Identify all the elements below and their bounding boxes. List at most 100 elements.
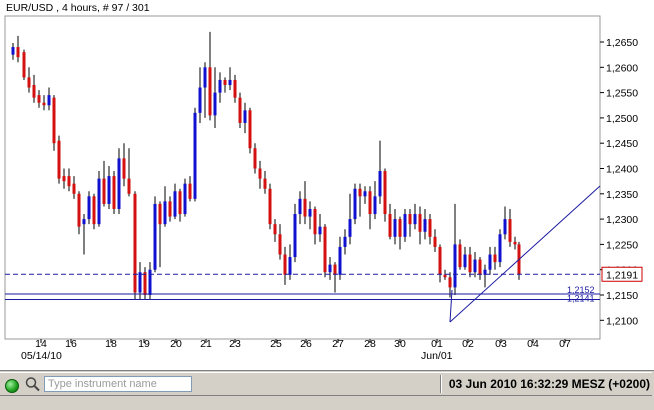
candle-body bbox=[333, 264, 337, 275]
candle-body bbox=[153, 203, 157, 270]
candle-body bbox=[433, 236, 437, 247]
candle-body bbox=[32, 85, 36, 98]
candle-body bbox=[508, 219, 512, 242]
candle-body bbox=[453, 244, 457, 288]
candle-body bbox=[398, 219, 402, 237]
candle-body bbox=[27, 77, 31, 88]
status-bar: 03 Jun 2010 16:32:29 MESZ (+0200) bbox=[0, 372, 654, 410]
candle-body bbox=[368, 191, 372, 215]
price-axis[interactable]: 1,2650 1,2600 1,2550 1,2500 1,2450 1,2400 1,23… bbox=[600, 37, 643, 327]
price-chart[interactable]: EUR/USD , 4 hours, # 97 / 301 1,21521,21… bbox=[0, 0, 654, 370]
candle-body bbox=[388, 214, 392, 237]
price-tick-label: 1,2550 bbox=[606, 88, 638, 100]
candle-body bbox=[87, 196, 91, 220]
candle-body bbox=[62, 176, 66, 182]
candle-body bbox=[288, 257, 292, 275]
status-bar-inner: 03 Jun 2010 16:32:29 MESZ (+0200) bbox=[0, 372, 652, 396]
time-tick-label: 03 bbox=[495, 338, 507, 350]
time-tick-label: 19 bbox=[138, 338, 150, 350]
time-axis[interactable]: 14 16 18 19 20 21 23 25 26 27 28 30 01 02 03 04 07 05/14/… bbox=[21, 338, 571, 362]
time-tick-label: 04 bbox=[527, 338, 539, 350]
candle-body bbox=[97, 178, 101, 225]
time-tick-label: 26 bbox=[300, 338, 312, 350]
current-price-box bbox=[601, 266, 643, 282]
candle-body bbox=[117, 158, 121, 209]
trend-line-stub bbox=[449, 289, 453, 323]
candle-body bbox=[112, 176, 116, 209]
candle-body bbox=[148, 269, 152, 295]
candle-body bbox=[188, 183, 192, 199]
candle-body bbox=[488, 254, 492, 270]
price-tick-label: 1,2600 bbox=[606, 62, 638, 74]
time-tick-label: 16 bbox=[65, 338, 77, 350]
candle-body bbox=[258, 168, 262, 179]
candle-body bbox=[107, 176, 111, 204]
candle-body bbox=[503, 219, 507, 235]
time-tick-label: 21 bbox=[200, 338, 212, 350]
current-price-label: 1,2191 bbox=[606, 269, 638, 281]
candle-body bbox=[42, 102, 46, 106]
candle-body bbox=[22, 52, 26, 78]
candle-body bbox=[143, 272, 147, 295]
magnifier-icon[interactable] bbox=[24, 376, 42, 392]
instrument-search-input[interactable] bbox=[44, 376, 192, 392]
candle-body bbox=[102, 178, 106, 204]
time-tick-label: 14 bbox=[35, 338, 47, 350]
time-tick-label: 25 bbox=[270, 338, 282, 350]
candle-body bbox=[513, 241, 517, 245]
candle-body bbox=[478, 259, 482, 275]
month-date-label: Jun/01 bbox=[421, 350, 453, 362]
level-label: 1,2152 bbox=[567, 285, 595, 295]
time-tick-label: 02 bbox=[462, 338, 474, 350]
candle-body bbox=[283, 254, 287, 275]
candle-body bbox=[303, 198, 307, 217]
candle-body bbox=[228, 79, 232, 86]
candle-body bbox=[158, 203, 162, 225]
price-tick-label: 1,2100 bbox=[606, 315, 638, 327]
candle-body bbox=[463, 254, 467, 268]
candle-body bbox=[11, 47, 15, 55]
time-tick-label: 18 bbox=[105, 338, 117, 350]
price-tick-label: 1,2400 bbox=[606, 164, 638, 176]
candle-body bbox=[393, 219, 397, 237]
candle-body bbox=[458, 244, 462, 268]
candle-body bbox=[438, 246, 442, 275]
chart-area[interactable]: EUR/USD , 4 hours, # 97 / 301 1,2152 1,21… bbox=[0, 0, 654, 371]
time-tick-label: 20 bbox=[170, 338, 182, 350]
candle-body bbox=[473, 259, 477, 273]
candle-body bbox=[138, 272, 142, 293]
candle-body bbox=[77, 193, 81, 227]
green-dot-icon[interactable] bbox=[5, 379, 19, 393]
candle-body bbox=[358, 188, 362, 197]
candle-body bbox=[82, 219, 86, 225]
candle-body bbox=[423, 219, 427, 232]
candle-body bbox=[273, 224, 277, 235]
plot-border bbox=[4, 15, 601, 340]
time-tick-label: 23 bbox=[229, 338, 241, 350]
candle-body bbox=[328, 264, 332, 273]
trend-line bbox=[449, 185, 601, 323]
candle-body bbox=[323, 226, 327, 273]
time-tick-label: 27 bbox=[332, 338, 344, 350]
candles-layer bbox=[11, 31, 521, 301]
candle-body bbox=[253, 148, 257, 169]
price-tick-label: 1,2500 bbox=[606, 113, 638, 125]
candle-body bbox=[163, 201, 167, 225]
candle-body bbox=[468, 254, 472, 273]
candle-body bbox=[183, 183, 187, 215]
candle-body bbox=[408, 214, 412, 225]
chart-title: EUR/USD , 4 hours, # 97 / 301 bbox=[6, 2, 150, 14]
price-tick-label: 1,2150 bbox=[606, 290, 638, 302]
candle-body bbox=[498, 234, 502, 263]
candle-body bbox=[483, 269, 487, 275]
candle-body bbox=[238, 97, 242, 123]
candle-body bbox=[348, 219, 352, 237]
candle-body bbox=[173, 191, 177, 217]
candle-body bbox=[248, 110, 252, 149]
candle-body bbox=[203, 67, 207, 88]
candle-body bbox=[213, 92, 217, 116]
candle-body bbox=[57, 140, 61, 179]
candle-body bbox=[208, 67, 212, 116]
candle-body bbox=[363, 191, 367, 197]
